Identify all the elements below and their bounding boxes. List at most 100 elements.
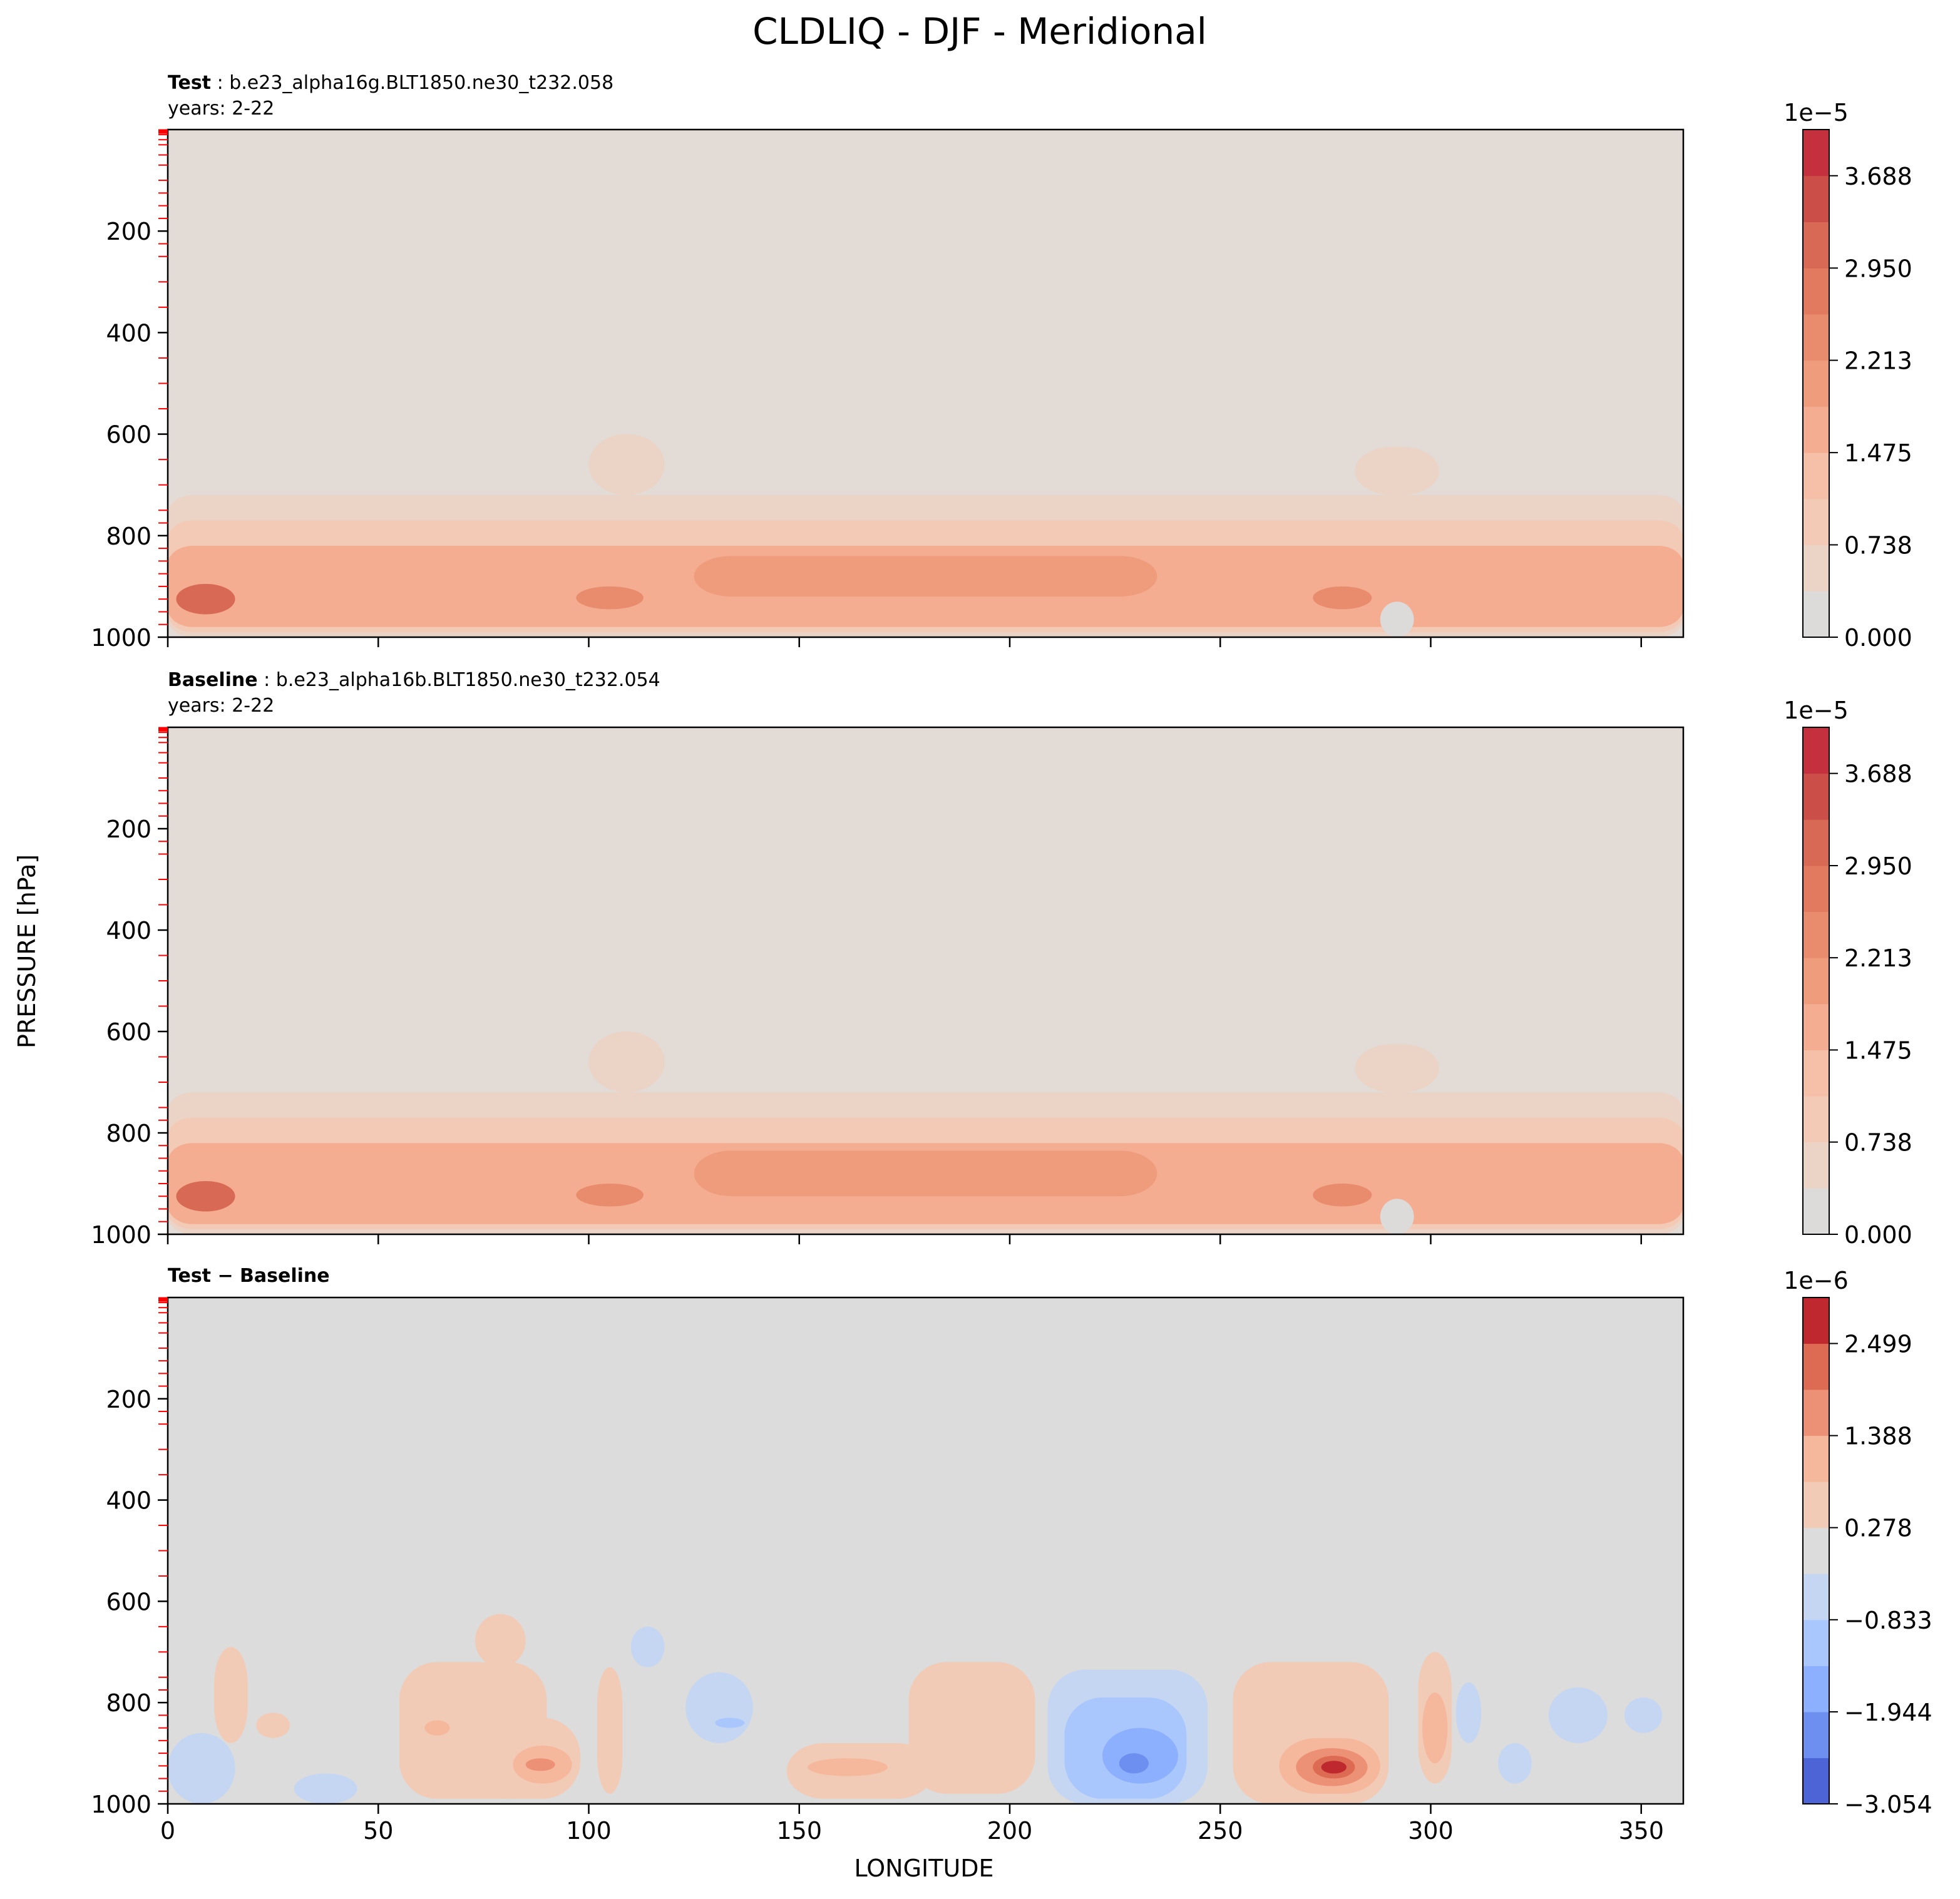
y-tick-label: 600 (106, 1018, 151, 1046)
panel-subtitle-test: years: 2-22 (168, 98, 274, 120)
x-axis-label: LONGITUDE (854, 1855, 993, 1882)
contour-region (1422, 1692, 1448, 1764)
colorbar-tick-label: 2.950 (1844, 255, 1912, 282)
contour-region (597, 1667, 623, 1794)
x-tick-label: 150 (776, 1817, 822, 1845)
colorbar-tick-label: 2.499 (1844, 1331, 1912, 1358)
y-tick-label: 400 (106, 1487, 151, 1515)
y-tick-label: 200 (106, 218, 151, 245)
colorbar-segment (1803, 453, 1829, 499)
colorbar-tick-label: 1.388 (1844, 1423, 1912, 1450)
panel-title-bold: Test (168, 72, 211, 94)
contour-region (588, 1031, 665, 1093)
colorbar-baseline: 0.000 0.738 1.475 2.213 2.950 3.688 1e−5 (1783, 697, 1912, 1249)
colorbar-segment (1803, 1482, 1829, 1528)
colorbar-segment (1803, 1390, 1829, 1436)
colorbar-tick-label: 2.213 (1844, 944, 1912, 972)
y-tick-label: 600 (106, 1588, 151, 1615)
contour-region (1624, 1697, 1663, 1733)
colorbar-segment (1803, 1435, 1829, 1482)
colorbar-tick-label: −3.054 (1844, 1791, 1932, 1818)
contour-region (256, 1712, 290, 1738)
panel-title-bold: Baseline (168, 669, 258, 691)
contour-region (808, 1758, 888, 1776)
colorbar-tick-label: −0.833 (1844, 1607, 1932, 1634)
contour-region (1313, 586, 1372, 610)
colorbar-tick-label: 0.278 (1844, 1515, 1912, 1542)
colorbar-tick-label: 0.738 (1844, 1129, 1912, 1157)
contour-region (1380, 601, 1414, 637)
colorbar-test: 0.000 0.738 1.475 2.213 2.950 3.688 1e−5 (1783, 99, 1912, 652)
y-tick-label: 400 (106, 319, 151, 347)
colorbar-segment (1803, 1050, 1829, 1097)
colorbar-segment (1803, 958, 1829, 1005)
contour-region (213, 1647, 248, 1743)
colorbar-tick-label: 1.475 (1844, 439, 1912, 467)
contour-region (1380, 1199, 1414, 1234)
contour-region (525, 1758, 555, 1771)
contour-region (1355, 1044, 1439, 1093)
colorbar-segment (1803, 222, 1829, 269)
x-tick-label: 350 (1618, 1817, 1664, 1845)
colorbar-tick-label: 0.738 (1844, 531, 1912, 559)
contour-region (694, 1150, 1157, 1197)
contour-region (1355, 446, 1439, 495)
colorbar-segment (1803, 819, 1829, 866)
panel-title-baseline: Baseline : b.e23_alpha16b.BLT1850.ne30_t… (168, 669, 660, 691)
contour-region (630, 1626, 665, 1667)
contour-region (1321, 1761, 1347, 1774)
colorbar-segment (1803, 591, 1829, 638)
panel-baseline: 200 400 600 800 1000 Baseline : b.e23_alpha16… (91, 669, 1912, 1249)
x-tick-label: 50 (363, 1817, 393, 1845)
colorbar-tick-label: 3.688 (1844, 163, 1912, 190)
colorbar-segment (1803, 1298, 1829, 1344)
contour-fills-difference (168, 1614, 1663, 1804)
panel-subtitle-baseline: years: 2-22 (168, 695, 274, 717)
contour-region (715, 1717, 745, 1728)
colorbar-segment (1803, 773, 1829, 820)
x-tick-label: 300 (1408, 1817, 1454, 1845)
colorbar-segment (1803, 1096, 1829, 1143)
colorbar-segment (1803, 406, 1829, 453)
colorbar-tick-label: −1.944 (1844, 1699, 1932, 1726)
contour-region (1548, 1687, 1608, 1743)
x-tick-label: 0 (160, 1817, 175, 1845)
contour-region (294, 1773, 357, 1804)
panel-test: 200 400 600 800 1000 Test : b.e23_alpha16g.BL… (91, 72, 1912, 652)
colorbar-segment (1803, 545, 1829, 591)
colorbar-tick-label: 1.475 (1844, 1037, 1912, 1065)
contour-region (176, 1180, 235, 1212)
colorbar-segment (1803, 268, 1829, 315)
contour-region (475, 1614, 526, 1667)
colorbar-segment (1803, 911, 1829, 958)
colorbar-segment (1803, 1619, 1829, 1666)
y-tick-label: 600 (106, 421, 151, 449)
colorbar-segment (1803, 360, 1829, 407)
colorbar-segment (1803, 1711, 1829, 1758)
contour-region (176, 583, 235, 615)
contour-region (588, 434, 665, 495)
panel-difference: 200 400 600 800 1000 0 50 100 150 200 250 300 350 Tes… (91, 1265, 1932, 1845)
colorbar-segment (1803, 1527, 1829, 1574)
colorbar-exponent: 1e−5 (1783, 697, 1849, 724)
colorbar-segment (1803, 1343, 1829, 1390)
contour-region (694, 556, 1157, 597)
colorbar-frame (1802, 1297, 1830, 1804)
y-axis-label: PRESSURE [hPa] (13, 854, 41, 1048)
colorbar-tick-label: 0.000 (1844, 624, 1912, 652)
y-tick-label: 1000 (91, 624, 151, 652)
colorbar-segment (1803, 1003, 1829, 1051)
contour-region (1119, 1753, 1149, 1774)
y-tick-label: 200 (106, 1386, 151, 1413)
y-tick-label: 800 (106, 1689, 151, 1717)
colorbar-segment (1803, 175, 1829, 223)
contour-region (1313, 1184, 1372, 1207)
colorbar-exponent: 1e−6 (1783, 1267, 1849, 1294)
y-tick-label: 400 (106, 917, 151, 944)
colorbar-tick-label: 3.688 (1844, 760, 1912, 788)
x-tick-label: 100 (566, 1817, 612, 1845)
y-tick-label: 200 (106, 816, 151, 843)
panel-title-case: : b.e23_alpha16g.BLT1850.ne30_t232.058 (211, 72, 613, 94)
